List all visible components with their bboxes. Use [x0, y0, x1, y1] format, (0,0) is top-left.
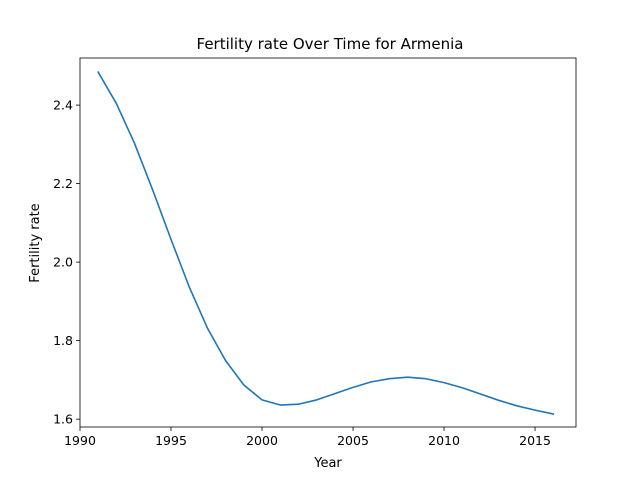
chart-title: Fertility rate Over Time for Armenia [197, 35, 464, 53]
x-tick-label: 2000 [246, 433, 278, 448]
y-tick-label: 1.8 [53, 333, 73, 348]
x-tick-label: 1990 [64, 433, 96, 448]
y-axis: 1.6 1.8 2.0 2.2 2.4 [53, 98, 80, 427]
x-axis-label: Year [313, 456, 342, 471]
series-line-0 [97, 71, 555, 416]
series-layer [97, 71, 555, 416]
x-axis: 1990 1995 2000 2005 2010 2015 [64, 427, 551, 448]
y-tick-label: 2.0 [53, 255, 73, 270]
x-tick-label: 2010 [428, 433, 460, 448]
x-tick-label: 2005 [337, 433, 369, 448]
y-tick-label: 2.2 [53, 176, 73, 191]
plot-area-frame [79, 57, 577, 428]
x-tick-label: 1995 [155, 433, 187, 448]
y-tick-label: 1.6 [53, 412, 73, 427]
y-tick-label: 2.4 [53, 98, 73, 113]
y-axis-label: Fertility rate [28, 203, 43, 282]
x-tick-label: 2015 [519, 433, 551, 448]
